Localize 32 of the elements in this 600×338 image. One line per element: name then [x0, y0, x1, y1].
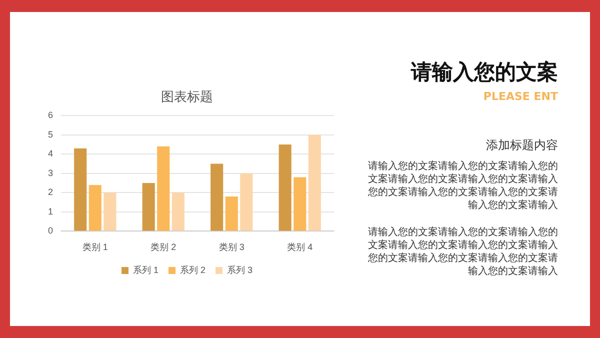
bar [294, 177, 306, 231]
bar [240, 173, 253, 231]
bar [225, 196, 238, 231]
text: 添加标题内容 [485, 137, 558, 154]
x-tick-label: 类别 4 [287, 242, 313, 252]
x-tick-label: 类别 2 [150, 242, 176, 252]
y-tick-label: 1 [48, 206, 54, 216]
bar [142, 183, 155, 231]
bar [88, 184, 102, 231]
bar [278, 144, 292, 231]
bar [308, 134, 321, 231]
bar [210, 164, 224, 231]
legend-label: 系列 3 [227, 264, 253, 275]
bar [157, 146, 170, 231]
text: 请输入您的文案 [410, 59, 558, 86]
legend-label: 系列 2 [180, 264, 206, 275]
legend-label: 系列 1 [132, 264, 159, 275]
bar [74, 148, 87, 231]
x-tick-label: 类别 3 [218, 242, 244, 252]
text: 请输入您的文案请输入您的文案请输入您的文案请输入您的文案请输入您的文案请输入您的文案请输入您的文案请输入您的文案请输入您的文案请输入 [367, 160, 558, 212]
text: 请输入您的文案请输入您的文案请输入您的文案请输入您的文案请输入您的文案请输入您的文案请输入您的文案请输入您的文案请输入您的文案请输入 [367, 226, 558, 278]
y-tick-label: 5 [48, 129, 54, 140]
text: PLEASE ENT [482, 90, 558, 103]
x-tick-label: 类别 1 [82, 242, 108, 252]
y-tick-label: 2 [48, 187, 54, 198]
bar [172, 192, 184, 231]
bar [104, 192, 116, 231]
y-tick-label: 4 [48, 148, 54, 159]
chart-title: 图表标题 [161, 90, 213, 106]
y-tick-label: 6 [48, 110, 54, 120]
y-tick-label: 3 [48, 168, 54, 178]
y-tick-label: 0 [48, 226, 54, 236]
